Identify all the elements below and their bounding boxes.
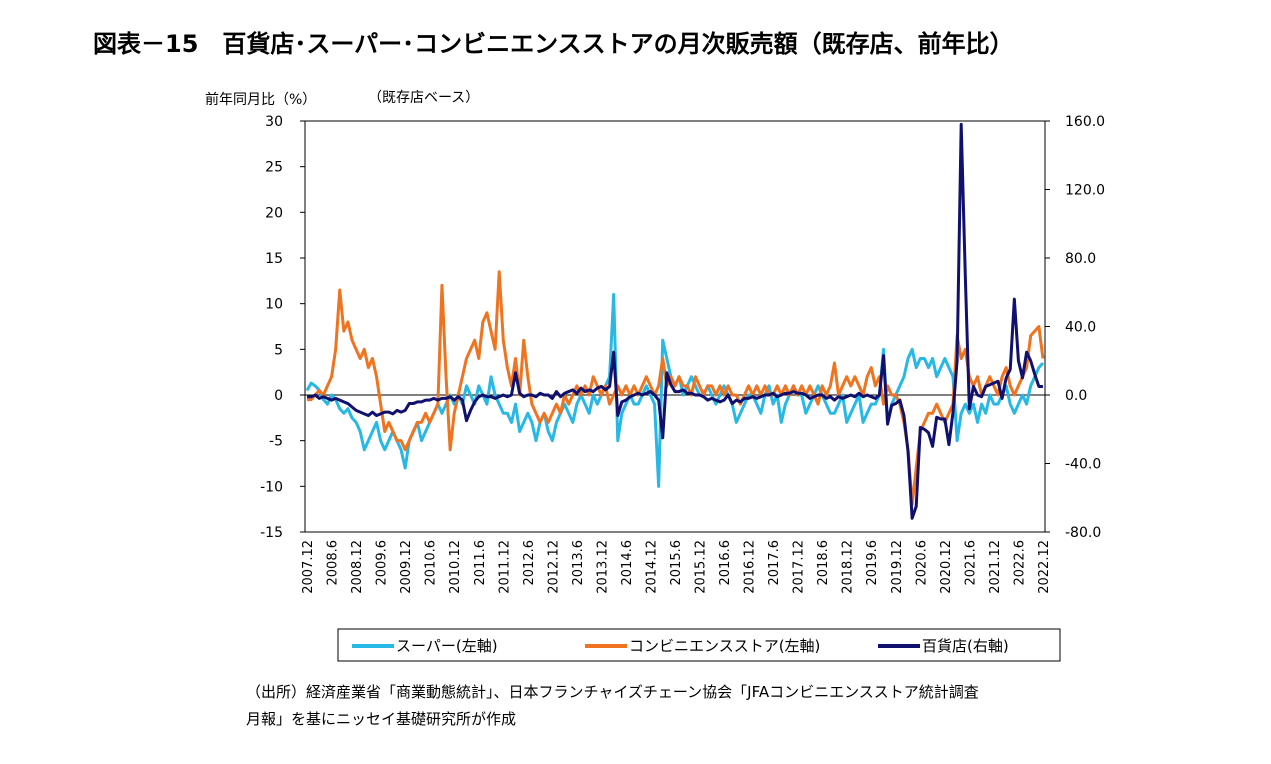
x-tick-label: 2021.6 bbox=[963, 540, 978, 586]
x-tick-label: 2021.12 bbox=[988, 540, 1003, 594]
legend-box bbox=[337, 628, 1061, 662]
x-tick-label: 2007.12 bbox=[301, 540, 316, 594]
x-tick-label: 2014.12 bbox=[644, 540, 659, 594]
x-tick-label: 2008.6 bbox=[326, 540, 341, 586]
y-tick-label: 15 bbox=[265, 251, 283, 267]
y-tick-label: 25 bbox=[265, 160, 283, 176]
y2-tick-label: -80.0 bbox=[1065, 525, 1101, 541]
x-tick-label: 2015.6 bbox=[669, 540, 684, 586]
y2-tick-label: 80.0 bbox=[1065, 251, 1096, 267]
x-tick-label: 2015.12 bbox=[694, 540, 709, 594]
x-tick-label: 2014.6 bbox=[620, 540, 635, 586]
y-tick-label: -15 bbox=[260, 525, 283, 541]
x-tick-label: 2018.6 bbox=[816, 540, 831, 586]
plot-frame bbox=[304, 120, 1046, 533]
y-tick-label: 5 bbox=[274, 342, 283, 358]
x-tick-label: 2016.6 bbox=[718, 540, 733, 586]
y-axis-label: 前年同月比（%） bbox=[205, 91, 316, 108]
x-tick-label: 2011.6 bbox=[473, 540, 488, 586]
y-tick-label: 0 bbox=[274, 388, 283, 404]
source-note: 月報」を基にニッセイ基礎研究所が作成 bbox=[246, 710, 516, 728]
series-line bbox=[307, 122, 1043, 520]
x-tick-label: 2017.6 bbox=[767, 540, 782, 586]
x-tick-label: 2013.12 bbox=[595, 540, 610, 594]
y2-tick-label: -40.0 bbox=[1065, 457, 1101, 473]
y2-tick-label: 40.0 bbox=[1065, 320, 1096, 336]
source-note: （出所）経済産業省「商業動態統計」、日本フランチャイズチェーン協会「JFAコンビ… bbox=[246, 683, 979, 701]
x-tick-label: 2020.12 bbox=[939, 540, 954, 594]
legend-label: スーパー(左軸) bbox=[396, 637, 498, 655]
legend-label: コンビニエンスストア(左軸) bbox=[629, 637, 820, 655]
y-tick-label: 10 bbox=[265, 297, 283, 313]
x-tick-label: 2011.12 bbox=[497, 540, 512, 594]
subtitle: （既存店ベース） bbox=[368, 90, 479, 106]
y-tick-label: -10 bbox=[260, 479, 283, 495]
x-tick-label: 2019.12 bbox=[890, 540, 905, 594]
x-tick-label: 2018.12 bbox=[841, 540, 856, 594]
chart-title: 図表－15 百貨店･スーパー･コンビニエンスストアの月次販売額（既存店、前年比） bbox=[93, 30, 1014, 58]
x-tick-label: 2022.6 bbox=[1012, 540, 1027, 586]
x-tick-label: 2013.6 bbox=[571, 540, 586, 586]
x-tick-label: 2022.12 bbox=[1037, 540, 1052, 594]
legend-label: 百貨店(右軸) bbox=[922, 637, 1009, 655]
x-tick-label: 2020.6 bbox=[914, 540, 929, 586]
x-tick-label: 2016.12 bbox=[743, 540, 758, 594]
x-tick-label: 2010.6 bbox=[424, 540, 439, 586]
y2-tick-label: 120.0 bbox=[1065, 183, 1105, 199]
x-tick-label: 2009.12 bbox=[399, 540, 414, 594]
y-tick-label: -5 bbox=[269, 434, 283, 450]
y-tick-label: 20 bbox=[265, 205, 283, 221]
series-line bbox=[307, 270, 1045, 507]
x-tick-label: 2017.12 bbox=[792, 540, 807, 594]
x-tick-label: 2009.6 bbox=[375, 540, 390, 586]
y2-tick-label: 160.0 bbox=[1065, 114, 1105, 130]
y-tick-label: 30 bbox=[265, 114, 283, 130]
y2-tick-label: 0.0 bbox=[1065, 388, 1087, 404]
x-tick-label: 2010.12 bbox=[448, 540, 463, 594]
x-tick-label: 2008.12 bbox=[350, 540, 365, 594]
x-tick-label: 2019.6 bbox=[865, 540, 880, 586]
x-tick-label: 2012.12 bbox=[546, 540, 561, 594]
x-tick-label: 2012.6 bbox=[522, 540, 537, 586]
